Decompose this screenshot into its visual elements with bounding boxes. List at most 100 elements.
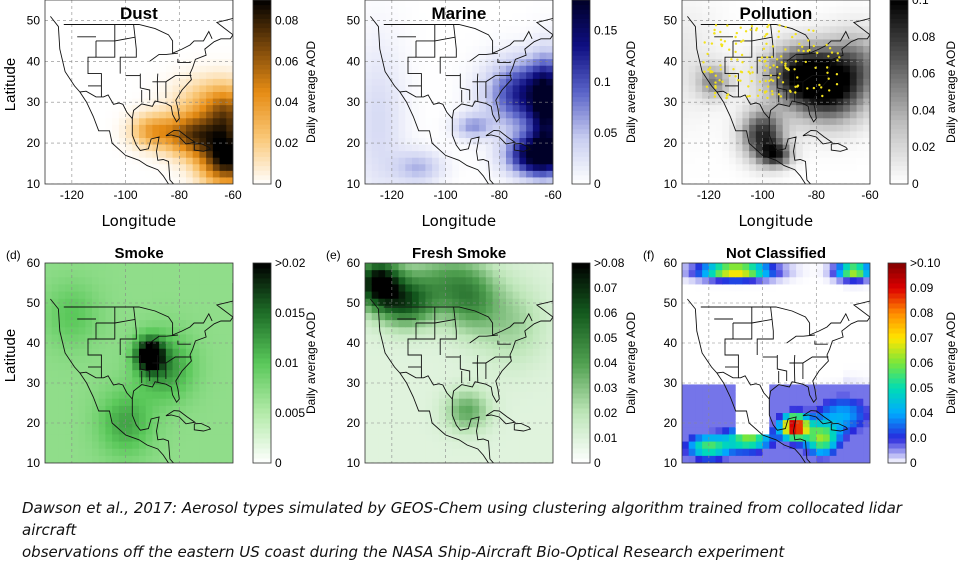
heatmap-cell <box>796 427 803 435</box>
heatmap-cell <box>206 138 213 145</box>
heatmap-cell <box>206 158 213 165</box>
heatmap-cell <box>513 125 520 132</box>
heatmap-cell <box>206 277 213 285</box>
heatmap-cell <box>742 384 749 392</box>
heatmap-cell <box>540 177 547 184</box>
colorbar-segment <box>572 14 590 19</box>
heatmap-cell <box>810 420 817 428</box>
heatmap-cell <box>513 20 520 27</box>
heatmap-cell <box>533 118 540 125</box>
heatmap-cell <box>863 158 870 165</box>
heatmap-cell <box>372 334 379 342</box>
heatmap-cell <box>526 299 533 307</box>
heatmap-cell <box>749 177 756 184</box>
heatmap-cell <box>439 138 446 145</box>
heatmap-cell <box>72 299 79 307</box>
heatmap-cell <box>479 158 486 165</box>
heatmap-cell <box>199 20 206 27</box>
heatmap-cell <box>159 112 166 119</box>
heatmap-cell <box>702 138 709 145</box>
heatmap-cell <box>399 26 406 33</box>
heatmap-cell <box>220 105 227 112</box>
heatmap-cell <box>479 151 486 158</box>
y-tick-label: 60 <box>347 256 361 270</box>
heatmap-cell <box>105 449 112 457</box>
heatmap-cell <box>79 125 86 132</box>
heatmap-cell <box>533 151 540 158</box>
heatmap-cell <box>783 277 790 285</box>
colorbar-segment <box>253 383 271 389</box>
heatmap-cell <box>716 313 723 321</box>
heatmap-cell <box>709 164 716 171</box>
colorbar-segment <box>253 78 271 83</box>
heatmap-cell <box>58 105 65 112</box>
heatmap-cell <box>682 384 689 392</box>
heatmap-cell <box>159 46 166 53</box>
colorbar-segment <box>890 14 908 19</box>
heatmap-cell <box>533 384 540 392</box>
heatmap-cell <box>702 79 709 86</box>
heatmap-cell <box>65 59 72 66</box>
heatmap-cell <box>425 164 432 171</box>
colorbar <box>572 0 590 185</box>
heatmap-cell <box>226 46 233 53</box>
heatmap-cell <box>85 0 92 7</box>
heatmap-cell <box>112 370 119 378</box>
heatmap-cell <box>519 72 526 79</box>
heatmap-cell <box>412 66 419 73</box>
heatmap-cell <box>452 118 459 125</box>
heatmap-cell <box>843 356 850 364</box>
heatmap-cell <box>173 384 180 392</box>
heatmap-cell <box>756 406 763 414</box>
colorbar-segment <box>890 124 908 129</box>
colorbar-segment <box>890 129 908 134</box>
heatmap-cell <box>709 53 716 60</box>
heatmap-cell <box>803 306 810 314</box>
heatmap-cell <box>513 164 520 171</box>
heatmap-cell <box>92 131 99 138</box>
heatmap-cell <box>99 131 106 138</box>
heatmap-cell <box>186 177 193 184</box>
heatmap-cell <box>439 370 446 378</box>
heatmap-cell <box>179 327 186 335</box>
heatmap-cell <box>392 151 399 158</box>
heatmap-cell <box>139 420 146 428</box>
heatmap-cell <box>372 327 379 335</box>
heatmap-cell <box>193 131 200 138</box>
heatmap-cell <box>58 277 65 285</box>
heatmap-cell <box>479 263 486 271</box>
heatmap-cell <box>513 105 520 112</box>
heatmap-cell <box>702 284 709 292</box>
heatmap-cell <box>45 413 52 421</box>
heatmap-cell <box>722 277 729 285</box>
heatmap-cell <box>99 59 106 66</box>
heatmap-cell <box>173 284 180 292</box>
heatmap-cell <box>836 164 843 171</box>
heatmap-cell <box>702 105 709 112</box>
heatmap-cell <box>526 7 533 14</box>
heatmap-cell <box>479 33 486 40</box>
heatmap-cell <box>432 177 439 184</box>
heatmap-cell <box>546 434 553 442</box>
heatmap-cell <box>459 53 466 60</box>
heatmap-cell <box>479 334 486 342</box>
heatmap-cell <box>99 46 106 53</box>
heatmap-cell <box>99 138 106 145</box>
heatmap-cell <box>763 363 770 371</box>
heatmap-cell <box>466 131 473 138</box>
heatmap-cell <box>372 434 379 442</box>
heatmap-cell <box>526 131 533 138</box>
heatmap-cell <box>776 138 783 145</box>
heatmap-cell <box>372 105 379 112</box>
heatmap-cell <box>173 0 180 7</box>
heatmap-cell <box>173 292 180 300</box>
heatmap-cell <box>803 427 810 435</box>
heatmap-cell <box>193 177 200 184</box>
heatmap-cell <box>850 46 857 53</box>
heatmap-cell <box>405 313 412 321</box>
heatmap-cell <box>152 66 159 73</box>
heatmap-cell <box>99 66 106 73</box>
heatmap-cell <box>419 449 426 457</box>
heatmap-cell <box>843 59 850 66</box>
heatmap-cell <box>816 0 823 7</box>
